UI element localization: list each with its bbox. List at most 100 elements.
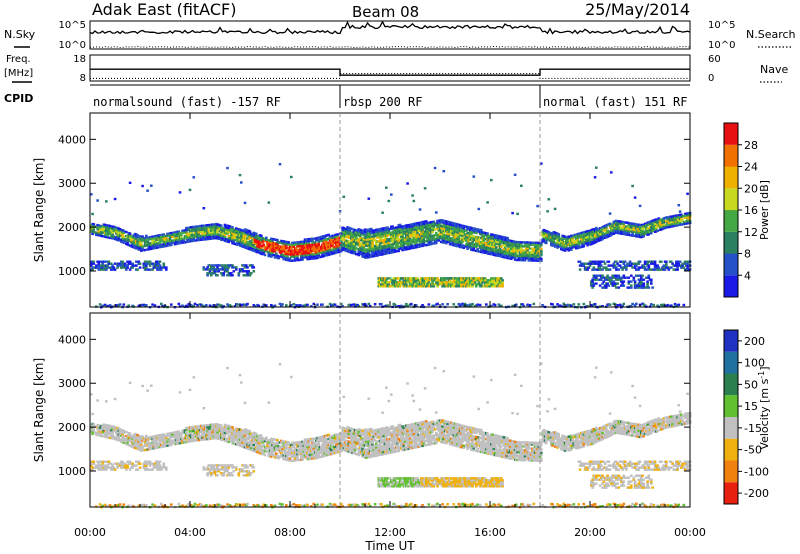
- power-cell: [586, 305, 589, 308]
- power-cell: [192, 225, 196, 229]
- power-cell: [206, 226, 209, 229]
- power-cell: [437, 239, 441, 242]
- power-cell: [665, 220, 668, 223]
- power-cell: [148, 268, 152, 271]
- power-cell: [231, 238, 234, 241]
- power-cell: [588, 237, 592, 240]
- power-cell: [223, 264, 227, 267]
- power-cell: [620, 228, 623, 231]
- power-cell: [570, 244, 573, 247]
- power-cell: [488, 240, 492, 244]
- power-cell: [420, 239, 423, 242]
- velocity-cell: [117, 439, 121, 442]
- power-cell: [656, 229, 659, 232]
- power-cell: [270, 255, 273, 258]
- power-cell: [485, 244, 488, 247]
- power-cell: [591, 278, 594, 281]
- power-cell: [475, 285, 478, 288]
- power-cell: [350, 303, 353, 307]
- power-cell: [633, 282, 637, 285]
- power-cell: [523, 259, 527, 262]
- power-cell: [267, 241, 271, 244]
- power-cell: [532, 302, 536, 306]
- power-cell: [671, 223, 674, 226]
- power-cell: [493, 251, 497, 255]
- power-cell: [472, 239, 476, 242]
- power-cell: [226, 303, 229, 306]
- power-cell: [545, 235, 548, 239]
- power-cell: [613, 264, 617, 267]
- power-cell: [307, 249, 311, 253]
- power-cell: [445, 242, 448, 245]
- power-cell: [532, 259, 536, 262]
- power-cell: [575, 241, 578, 244]
- power-cell: [362, 241, 366, 245]
- power-cell: [582, 245, 586, 248]
- power-cell: [457, 279, 461, 282]
- power-cell: [381, 233, 384, 236]
- velocity-cell: [111, 433, 114, 436]
- power-cell: [227, 234, 231, 238]
- power-cell: [587, 266, 591, 269]
- power-cell: [497, 254, 501, 258]
- power-cell: [190, 231, 193, 235]
- power-cell: [486, 232, 489, 235]
- power-cell: [338, 242, 342, 245]
- power-cell: [160, 268, 163, 271]
- power-cell: [111, 237, 114, 240]
- power-cell: [125, 230, 128, 234]
- power-cell: [582, 243, 586, 246]
- freq-tick-bottom: 8: [80, 73, 86, 84]
- power-cell: [653, 262, 657, 265]
- power-cell: [441, 225, 444, 228]
- power-cell: [642, 264, 646, 267]
- power-cell: [248, 274, 252, 277]
- velocity-cell: [141, 435, 144, 438]
- power-cell: [577, 303, 581, 306]
- power-cell: [110, 229, 113, 232]
- power-cell: [630, 274, 633, 277]
- velocity-cell: [130, 439, 133, 442]
- velocity-cell: [108, 436, 112, 440]
- power-cell: [265, 238, 268, 241]
- power-cell: [213, 270, 217, 273]
- power-cell: [102, 264, 106, 267]
- power-cell: [523, 249, 527, 252]
- power-cell: [642, 278, 646, 281]
- power-cell: [540, 251, 543, 255]
- power-cell: [206, 266, 209, 269]
- power-cell: [662, 219, 666, 222]
- power-cell: [371, 241, 374, 244]
- power-cell: [373, 303, 377, 306]
- power-cell: [215, 226, 218, 230]
- power-cell: [141, 245, 144, 248]
- power-cell: [630, 228, 633, 231]
- power-cell: [335, 241, 338, 244]
- power-cell: [410, 227, 413, 230]
- power-cell: [165, 234, 168, 238]
- power-cell: [627, 286, 631, 289]
- power-cell: [220, 304, 223, 307]
- power-cell: [547, 236, 551, 240]
- power-cell: [536, 204, 539, 208]
- power-cell: [130, 239, 133, 242]
- power-cell: [413, 230, 417, 233]
- power-cell: [536, 257, 539, 260]
- power-cell: [286, 256, 289, 260]
- power-cell: [592, 282, 596, 285]
- power-cell: [223, 233, 227, 236]
- power-cell: [422, 238, 426, 241]
- power-cell: [122, 235, 126, 238]
- power-cell: [358, 234, 362, 237]
- power-cell: [637, 266, 641, 269]
- power-cell: [316, 256, 319, 259]
- power-cell: [637, 229, 641, 232]
- power-cell: [490, 304, 493, 308]
- power-cell: [143, 260, 147, 263]
- power-cell: [267, 243, 271, 246]
- power-cell: [451, 237, 454, 241]
- power-cell: [246, 302, 249, 306]
- power-cell: [333, 239, 337, 243]
- power-cell: [530, 255, 533, 258]
- power-cell: [205, 268, 208, 271]
